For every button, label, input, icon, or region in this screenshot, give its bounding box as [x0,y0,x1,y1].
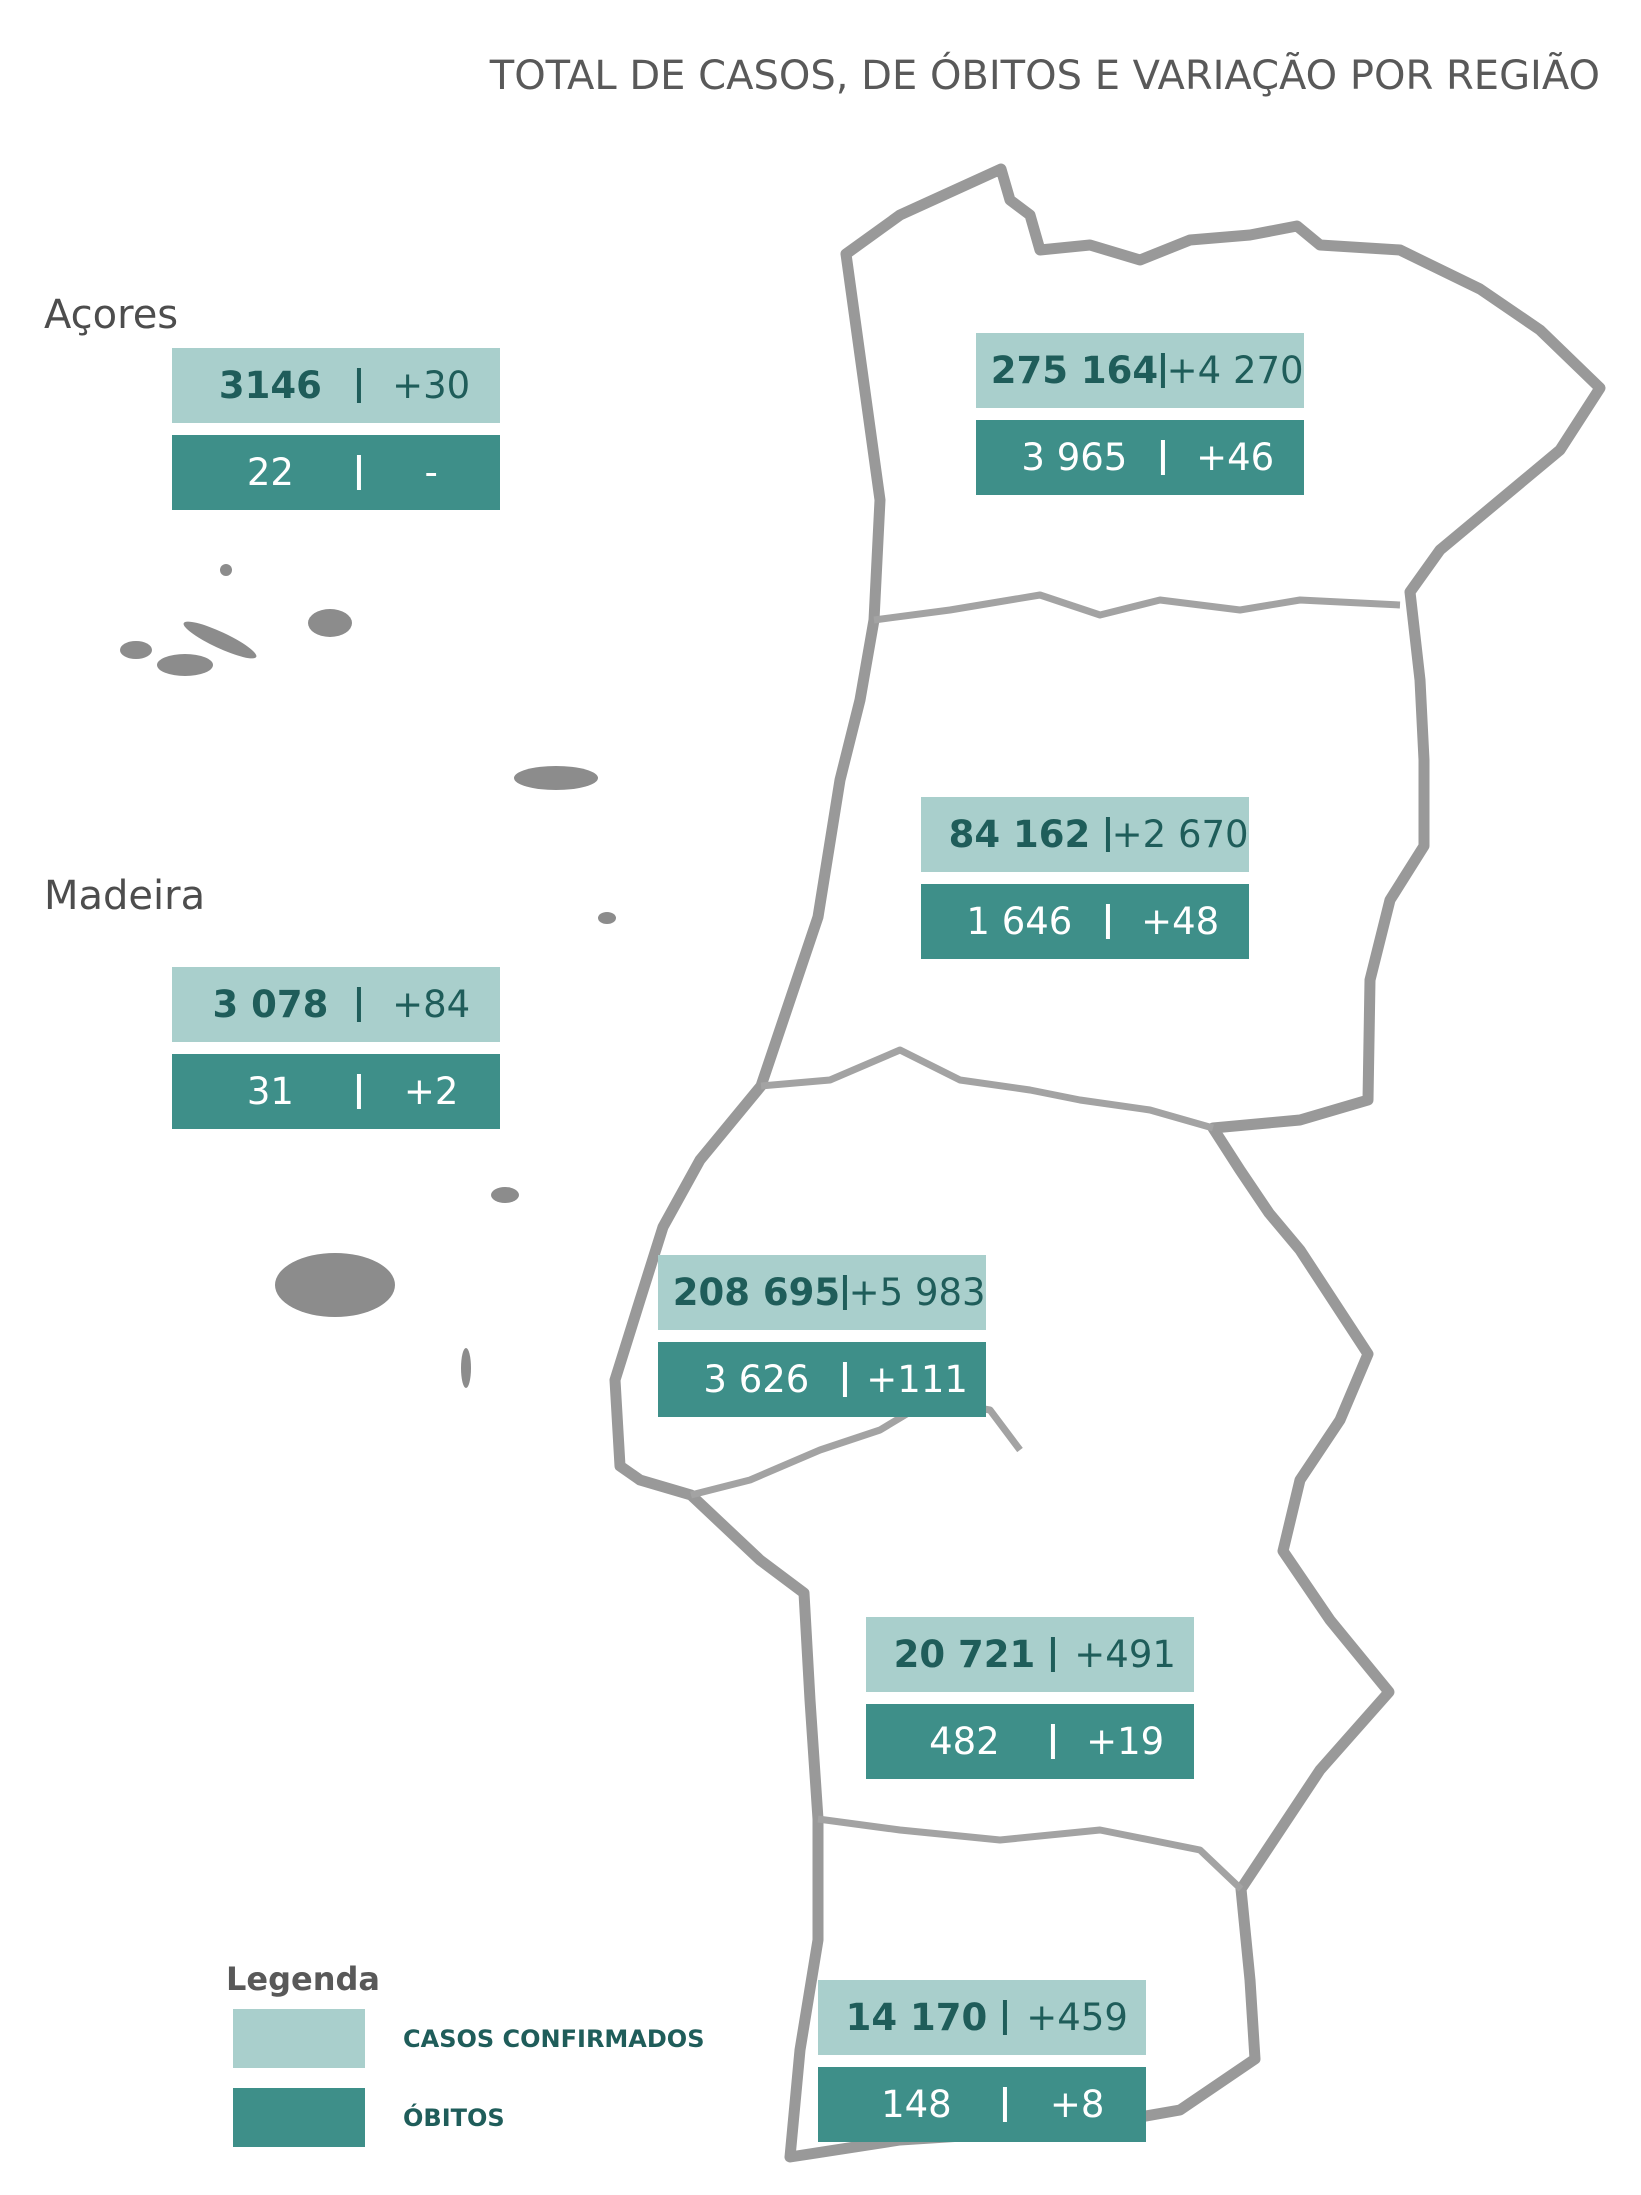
cases: 3146 [219,364,322,407]
cases_var: +30 [392,364,470,407]
island [275,1253,395,1317]
island [183,621,257,659]
cases-box [172,348,500,423]
deaths_var: - [424,451,437,494]
cases-box [921,797,1249,872]
cases-box [658,1255,986,1330]
region-box: 3 078 +84 31 +2 [172,967,500,1129]
deaths_var: +2 [404,1070,459,1113]
cases_var: +84 [392,983,470,1026]
cases: 3 078 [212,983,328,1026]
deaths-box [172,435,500,510]
island [120,641,152,659]
cases: 84 162 [949,813,1091,856]
cases_var: +5 983 [849,1271,986,1314]
cases: 14 170 [846,1996,988,2039]
deaths: 3 965 [1021,436,1127,479]
cases_var: +459 [1026,1996,1128,2039]
region-border [690,1396,1023,1499]
deaths_var: +48 [1141,900,1219,943]
deaths-box [976,420,1304,495]
cases-box [866,1617,1194,1692]
legend-swatch [233,2009,365,2068]
cases-box [172,967,500,1042]
cases_var: +491 [1074,1633,1176,1676]
region-box: 20 721 +491 482 +19 [866,1617,1194,1779]
deaths-box [658,1342,986,1417]
region-box: 3146 +30 22 - [172,348,500,510]
cases: 275 164 [991,349,1158,392]
deaths-box [866,1704,1194,1779]
cases_var: +4 270 [1167,349,1304,392]
deaths: 3 626 [703,1358,809,1401]
legend-swatch [233,2088,365,2147]
deaths-box [921,884,1249,959]
island [491,1187,519,1203]
region-border [760,1046,1214,1132]
cases: 208 695 [673,1271,840,1314]
mainland-outline [609,163,1606,2163]
region-border [873,591,1401,624]
deaths: 482 [929,1720,1000,1763]
island [514,766,598,790]
island [157,654,213,676]
region-box: 208 695 +5 983 3 626 +111 [658,1255,986,1417]
island [598,912,616,924]
region-name: Madeira [44,873,205,919]
legend-label: ÓBITOS [403,2102,505,2132]
map [120,163,1606,2163]
cases_var: +2 670 [1112,813,1249,856]
region-name: Açores [44,292,178,338]
island [308,609,352,637]
deaths: 1 646 [966,900,1072,943]
region-box: 275 164 +4 270 3 965 +46 [976,333,1304,495]
island [461,1348,471,1388]
legend-title: Legenda [226,1960,380,1998]
deaths_var: +111 [866,1358,968,1401]
cases-box [976,333,1304,408]
legend-label: CASOS CONFIRMADOS [403,2025,705,2053]
region-border [817,1815,1244,1892]
region-box: 84 162 +2 670 1 646 +48 [921,797,1249,959]
region-box: 14 170 +459 148 +8 [818,1980,1146,2142]
title: TOTAL DE CASOS, DE ÓBITOS E VARIAÇÃO POR… [489,51,1600,99]
deaths_var: +8 [1050,2083,1105,2126]
deaths_var: +46 [1196,436,1274,479]
deaths-box [172,1054,500,1129]
island [220,564,232,576]
deaths_var: +19 [1086,1720,1164,1763]
cases: 20 721 [894,1633,1036,1676]
deaths: 148 [881,2083,952,2126]
deaths: 31 [247,1070,294,1113]
deaths: 22 [247,451,294,494]
cases-box [818,1980,1146,2055]
deaths-box [818,2067,1146,2142]
